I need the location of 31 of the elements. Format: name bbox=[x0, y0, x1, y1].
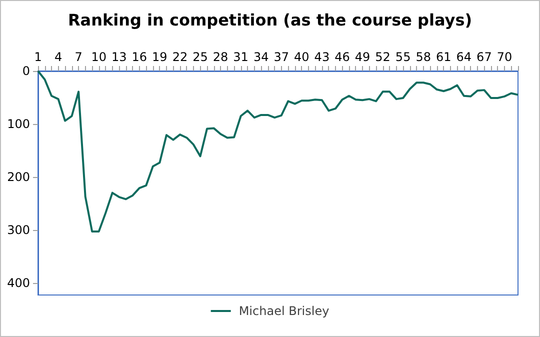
x-tick-label: 58 bbox=[416, 50, 431, 64]
y-tick-label: 0 bbox=[22, 64, 30, 78]
x-tick-label: 16 bbox=[132, 50, 148, 64]
x-tick-label: 61 bbox=[436, 50, 452, 64]
x-tick-label: 34 bbox=[253, 50, 269, 64]
x-tick-label: 31 bbox=[233, 50, 248, 64]
legend-label: Michael Brisley bbox=[238, 304, 330, 318]
x-tick-label: 64 bbox=[456, 50, 472, 64]
x-tick-label: 46 bbox=[334, 50, 350, 64]
x-tick-label: 52 bbox=[375, 50, 390, 64]
x-tick-label: 40 bbox=[294, 50, 310, 64]
x-tick-label: 13 bbox=[111, 50, 127, 64]
x-tick-label: 10 bbox=[91, 50, 106, 64]
x-tick-label: 67 bbox=[476, 50, 492, 64]
y-tick-label: 200 bbox=[7, 170, 30, 184]
x-tick-label: 28 bbox=[212, 50, 228, 64]
x-tick-label: 1 bbox=[34, 50, 42, 64]
x-tick-label: 49 bbox=[354, 50, 370, 64]
x-tick-label: 70 bbox=[496, 50, 512, 64]
x-tick-label: 55 bbox=[395, 50, 411, 64]
x-tick-label: 25 bbox=[192, 50, 208, 64]
x-tick-label: 7 bbox=[74, 50, 82, 64]
x-tick-label: 4 bbox=[54, 50, 62, 64]
x-tick-label: 43 bbox=[314, 50, 330, 64]
x-tick-label: 22 bbox=[172, 50, 188, 64]
x-tick-label: 37 bbox=[274, 50, 290, 64]
y-tick-label: 400 bbox=[7, 276, 30, 290]
x-tick-label: 19 bbox=[152, 50, 168, 64]
chart-title: Ranking in competition (as the course plays) bbox=[68, 10, 472, 30]
y-tick-label: 300 bbox=[7, 222, 30, 237]
y-tick-label: 100 bbox=[7, 116, 30, 131]
